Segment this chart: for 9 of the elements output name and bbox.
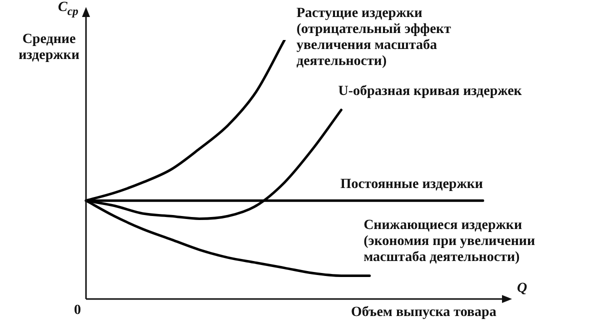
text: C$_{ср}$ — [58, 0, 78, 20]
series-label: Снижающиеся издержки (экономия при увеличении масштаба деятельности) — [364, 218, 536, 266]
x-axis-title: Объем выпуска товара — [351, 305, 496, 321]
series-label: Растущие издержки (отрицательный эффект увеличения масштаба деятельности) — [296, 6, 452, 70]
series-label: U-образная кривая издержек — [338, 84, 523, 100]
series-label: Постоянные издержки — [339, 176, 483, 193]
text: 0 — [74, 303, 81, 319]
text: Q — [517, 281, 528, 297]
y-axis-title: Средние издержки — [18, 32, 80, 64]
